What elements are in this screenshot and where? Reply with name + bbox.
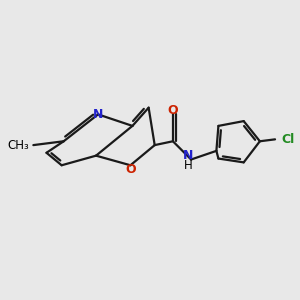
Text: N: N [93,108,103,121]
Text: CH₃: CH₃ [8,139,29,152]
Text: O: O [168,104,178,117]
Text: O: O [125,163,136,176]
Text: N: N [183,149,194,162]
Text: H: H [184,159,193,172]
Text: Cl: Cl [281,133,294,146]
